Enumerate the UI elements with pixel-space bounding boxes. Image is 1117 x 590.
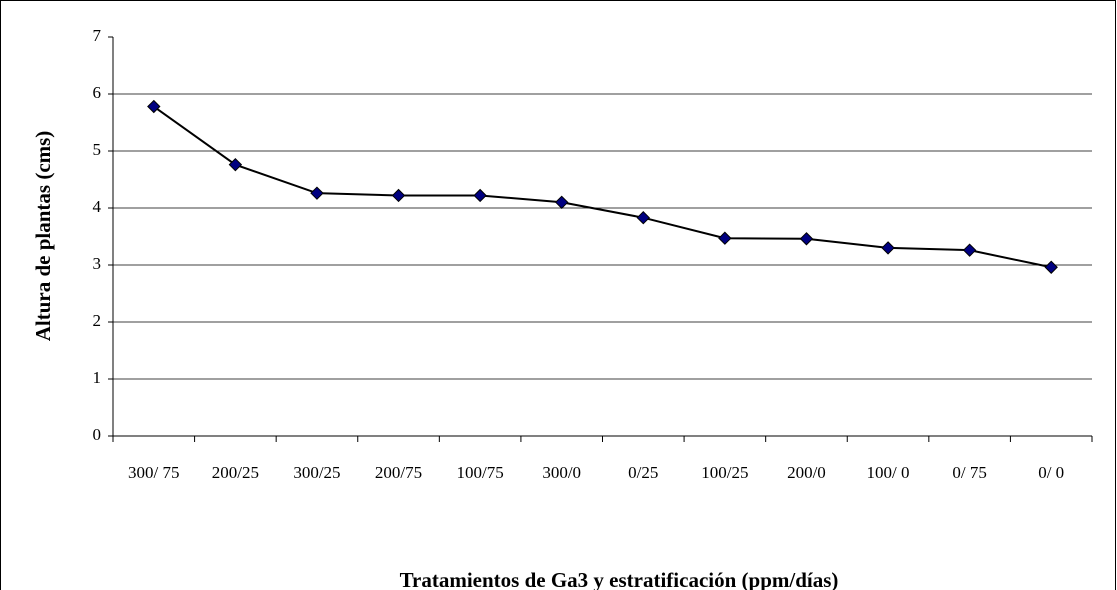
x-axis-title: Tratamientos de Ga3 y estratificación (p… [400,568,839,590]
marker [147,99,161,114]
x-tick-label: 100/ 0 [867,463,910,482]
x-tick-label: 0/25 [628,463,658,482]
x-tick-label: 300/0 [542,463,581,482]
marker [636,210,650,225]
marker [310,186,324,200]
x-tick-label: 200/25 [212,463,259,482]
y-tick-label: 2 [93,311,102,330]
x-tick-label: 100/75 [457,463,504,482]
y-tick-label: 5 [93,140,102,159]
x-tick-label: 0/ 75 [952,463,986,482]
line [153,105,1052,269]
marker [228,157,243,172]
marker [391,188,406,203]
x-tick-label: 300/ 75 [128,463,179,482]
x-tick-label: 200/0 [787,463,826,482]
x-tick-label: 300/25 [293,463,340,482]
y-tick-label: 7 [93,26,102,45]
marker [718,231,732,245]
y-tick-label: 0 [93,425,102,444]
x-tick-label: 200/75 [375,463,422,482]
y-axis-title: Altura de plantas (cms) [31,131,55,342]
y-tick-label: 3 [93,254,102,273]
y-tick-label: 1 [93,368,102,387]
marker [473,188,487,203]
x-tick-label: 100/25 [701,463,748,482]
x-tick-label: 0/ 0 [1038,463,1064,482]
marker [881,241,895,255]
marker [555,195,569,210]
y-tick-label: 4 [93,197,102,216]
marker [962,243,977,257]
y-tick-label: 6 [93,83,102,102]
marker [1044,260,1058,274]
marker [799,232,814,246]
